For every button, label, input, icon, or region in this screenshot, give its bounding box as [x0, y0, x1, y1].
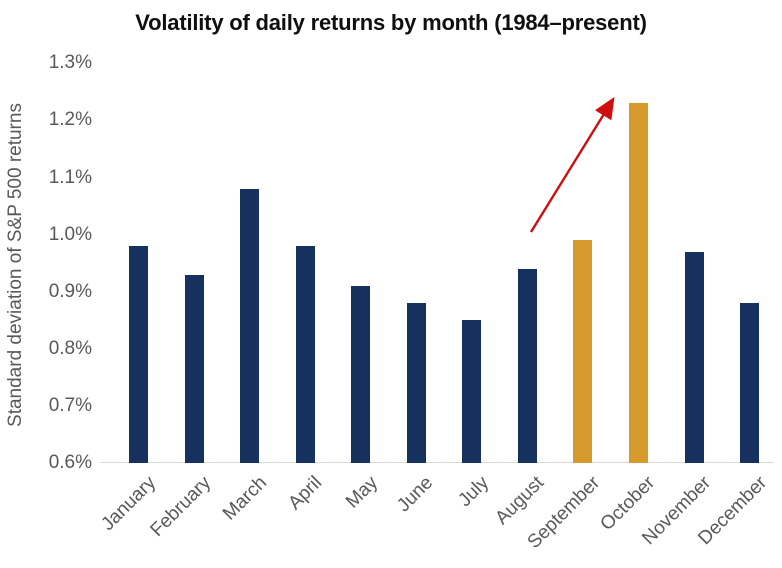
bar-august [517, 268, 537, 463]
bar-november [684, 251, 704, 463]
y-tick-label: 0.9% [48, 280, 92, 302]
bar-january [129, 246, 148, 463]
y-tick-label: 1.3% [48, 52, 92, 74]
y-tick-label: 0.8% [48, 337, 92, 359]
bar-may [351, 285, 371, 463]
bar-september [573, 240, 593, 463]
y-tick-label: 1.2% [48, 109, 92, 131]
y-tick-label: 1.1% [48, 166, 92, 188]
y-tick-label: 0.7% [48, 394, 92, 416]
chart-title: Volatility of daily returns by month (19… [135, 10, 647, 35]
bar-february [184, 274, 204, 463]
bar-june [406, 303, 426, 463]
y-axis-title: Standard deviation of S&P 500 returns [5, 103, 26, 427]
bar-july [462, 320, 482, 463]
y-tick-label: 1.0% [48, 223, 92, 245]
bar-october [628, 103, 648, 463]
bar-march [240, 188, 260, 463]
x-axis-line [100, 462, 774, 463]
y-tick-label: 0.6% [48, 452, 92, 473]
bar-december [740, 303, 760, 463]
bar-april [295, 246, 315, 463]
